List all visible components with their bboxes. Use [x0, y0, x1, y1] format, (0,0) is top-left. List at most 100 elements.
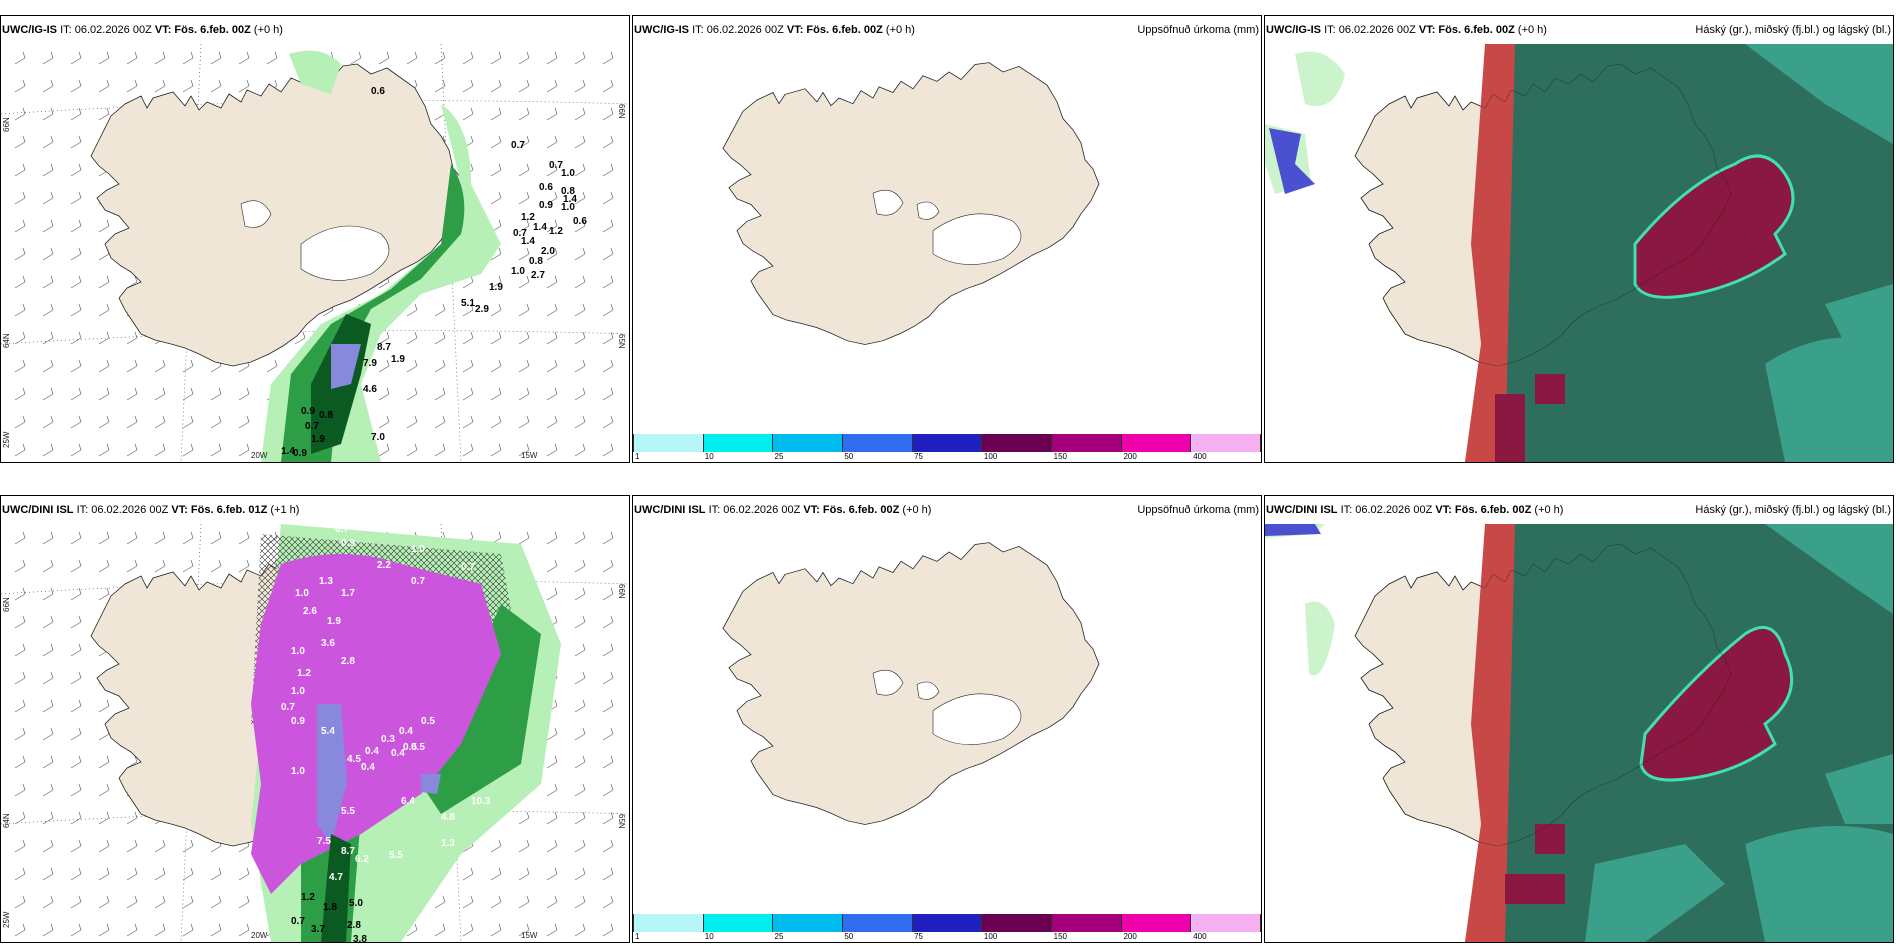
colorbar-tick-label: 10	[704, 932, 714, 941]
wind-barb	[518, 531, 530, 545]
wind-barb	[406, 387, 418, 401]
map-dini-isl-precip[interactable]: 0.7 0.8 0.9 1.0 2.2 0.7 1.3 1.0 1.7 0.7 2.6 1.9 3.6 2…	[1, 524, 629, 942]
wind-barb	[154, 867, 166, 881]
init-time: IT: 06.02.2026 00Z	[1324, 24, 1416, 36]
wind-barb	[14, 331, 26, 345]
lon-label-20: 20W	[251, 931, 268, 940]
wind-barb	[602, 559, 614, 573]
wind-barb	[182, 51, 194, 65]
wind-barb	[350, 51, 362, 65]
wind-barb	[574, 303, 586, 317]
wind-barb	[98, 699, 110, 713]
wind-barb	[602, 783, 614, 797]
wind-barb	[98, 755, 110, 769]
wind-barb	[154, 387, 166, 401]
wind-barb	[574, 643, 586, 657]
wind-barb	[546, 839, 558, 853]
valid-time: Fös. 6.feb. 00Z	[822, 504, 900, 516]
wind-barb	[574, 359, 586, 373]
panel-dini-isl-wind-precip[interactable]: UWC/DINI ISL IT: 06.02.2026 00Z VT: Fös.…	[0, 495, 630, 943]
panel-header: UWC/IG-IS IT: 06.02.2026 00Z VT: Fös. 6.…	[1265, 16, 1893, 44]
panel-ig-is-accum-precip[interactable]: UWC/IG-IS IT: 06.02.2026 00Z VT: Fös. 6.…	[632, 15, 1262, 463]
wind-barb	[210, 443, 222, 457]
wind-barb	[14, 895, 26, 909]
panel-dini-isl-clouds[interactable]: UWC/DINI ISL IT: 06.02.2026 00Z VT: Fös.…	[1264, 495, 1894, 943]
wind-barb	[602, 135, 614, 149]
wind-barb	[574, 755, 586, 769]
glacier-vatnajokull	[932, 213, 1022, 265]
precip-value-label: 3.6	[321, 638, 335, 649]
glacier-langjokull	[240, 200, 272, 228]
wind-barb	[126, 51, 138, 65]
colorbar-tick-label: 75	[914, 932, 924, 941]
precip-value-label: 0.7	[291, 916, 305, 927]
wind-barb	[182, 387, 194, 401]
wind-barb	[518, 867, 530, 881]
colorbar-tick-label: 400	[1193, 932, 1207, 941]
wind-barb	[518, 811, 530, 825]
wind-barb	[42, 51, 54, 65]
wind-barb	[42, 615, 54, 629]
wind-barb	[238, 923, 250, 937]
wind-barb	[14, 923, 26, 937]
map-ig-is-accum[interactable]	[633, 44, 1261, 434]
wind-barb	[70, 615, 82, 629]
colorbar-swatch	[982, 434, 1053, 452]
lat-label-64: 64N	[2, 333, 11, 348]
wind-barb	[210, 79, 222, 93]
wind-barb	[546, 247, 558, 261]
wind-barb	[238, 387, 250, 401]
wind-barb	[14, 415, 26, 429]
precip-value-label: 4.6	[363, 384, 377, 395]
wind-barb	[490, 895, 502, 909]
wind-barb	[70, 331, 82, 345]
colorbar-tick-label: 50	[844, 932, 854, 941]
panel-title: Háský (gr.), miðský (fj.bl.) og lágský (…	[1695, 504, 1891, 516]
wind-barb	[602, 79, 614, 93]
wind-barb	[42, 191, 54, 205]
wind-barb	[406, 303, 418, 317]
precip-value-label: 1.8	[323, 902, 337, 913]
precip-value-label: 0.8	[407, 524, 421, 535]
precip-value-label: 1.3	[319, 576, 333, 587]
precip-value-label: 0.7	[513, 228, 527, 239]
map-dini-isl-accum[interactable]	[633, 524, 1261, 914]
wind-barb	[434, 79, 446, 93]
map-ig-is-clouds[interactable]	[1265, 44, 1893, 462]
wind-barb	[574, 387, 586, 401]
wind-barb	[14, 671, 26, 685]
map-dini-isl-clouds[interactable]	[1265, 524, 1893, 942]
wind-barb	[378, 443, 390, 457]
wind-barb	[70, 867, 82, 881]
glacier-hofsjokull	[916, 201, 940, 220]
colorbar-tick-label: 100	[983, 932, 998, 941]
wind-barb	[546, 191, 558, 205]
wind-barb	[602, 247, 614, 261]
wind-barb	[518, 191, 530, 205]
wind-barb	[238, 415, 250, 429]
wind-barb	[70, 531, 82, 545]
colorbar-tick-label: 150	[1053, 452, 1068, 461]
wind-barb	[602, 615, 614, 629]
precip-blue	[331, 344, 361, 389]
wind-barb	[602, 755, 614, 769]
wind-barb	[490, 191, 502, 205]
map-ig-is-precip[interactable]: 0.60.70.71.00.6 0.81.40.9 1.01.2 0.60.71.4 1…	[1, 44, 629, 462]
wind-barb	[154, 531, 166, 545]
valid-time-label: VT:	[171, 504, 188, 516]
wind-barb	[490, 331, 502, 345]
panel-ig-is-clouds[interactable]: UWC/IG-IS IT: 06.02.2026 00Z VT: Fös. 6.…	[1264, 15, 1894, 463]
precip-value-label: 6.4	[401, 796, 415, 807]
wind-barb	[602, 415, 614, 429]
panel-dini-isl-accum-precip[interactable]: UWC/DINI ISL IT: 06.02.2026 00Z VT: Fös.…	[632, 495, 1262, 943]
colorbar-swatch	[1052, 914, 1122, 932]
wind-barb	[546, 755, 558, 769]
colorbar-swatch	[1121, 434, 1192, 452]
colorbar-swatch	[633, 914, 704, 932]
wind-barb	[42, 331, 54, 345]
cloud-mid-west	[1265, 524, 1321, 536]
panel-ig-is-wind-precip[interactable]: UWC/IG-IS IT: 06.02.2026 00Z VT: Fös. 6.…	[0, 15, 630, 463]
wind-barb	[602, 443, 614, 457]
precip-dark	[321, 834, 351, 942]
wind-barb	[602, 867, 614, 881]
